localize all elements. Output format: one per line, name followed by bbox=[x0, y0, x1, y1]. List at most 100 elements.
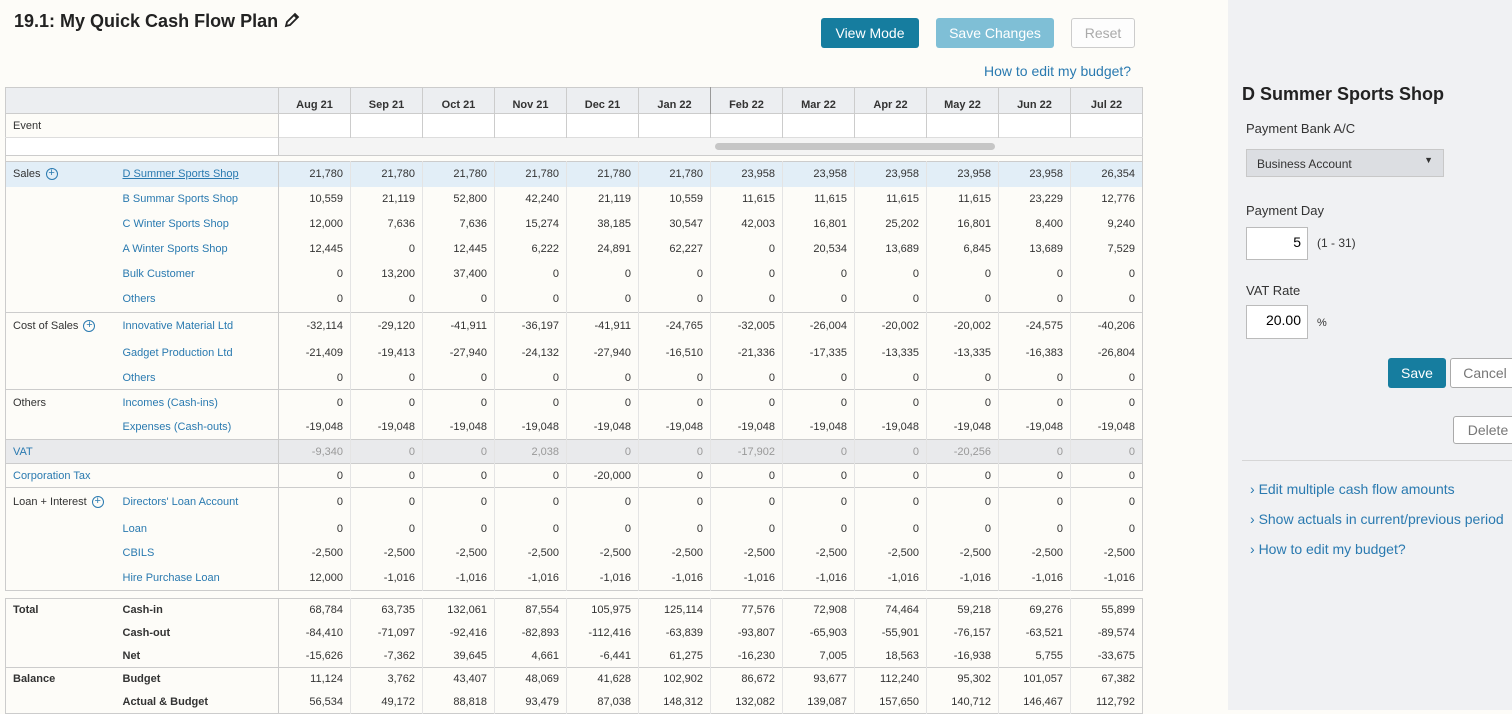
amount-cell[interactable]: 0 bbox=[1070, 463, 1143, 488]
amount-cell[interactable]: -26,004 bbox=[782, 312, 855, 340]
row-name[interactable]: Others bbox=[122, 293, 156, 306]
amount-cell[interactable]: 0 bbox=[854, 487, 927, 517]
amount-cell[interactable]: -40,206 bbox=[1070, 312, 1143, 340]
amount-cell[interactable]: 0 bbox=[350, 389, 423, 416]
amount-cell[interactable]: 0 bbox=[1070, 286, 1143, 313]
amount-cell[interactable]: 20,534 bbox=[782, 236, 855, 262]
amount-cell[interactable]: 2,038 bbox=[494, 439, 567, 464]
panel-link[interactable]: › Edit multiple cash flow amounts bbox=[1250, 481, 1455, 497]
amount-cell[interactable]: 0 bbox=[710, 261, 783, 287]
group-label[interactable]: Corporation Tax bbox=[13, 469, 91, 482]
amount-cell[interactable]: 16,801 bbox=[782, 211, 855, 237]
amount-cell[interactable]: -13,335 bbox=[854, 339, 927, 367]
amount-cell[interactable]: 23,958 bbox=[998, 161, 1071, 187]
amount-cell[interactable]: -1,016 bbox=[422, 565, 495, 591]
row-name[interactable]: Directors' Loan Account bbox=[122, 496, 239, 509]
amount-cell[interactable]: -2,500 bbox=[710, 540, 783, 566]
amount-cell[interactable]: 21,119 bbox=[350, 186, 423, 212]
amount-cell[interactable]: 0 bbox=[710, 236, 783, 262]
amount-cell[interactable]: -19,048 bbox=[998, 415, 1071, 440]
amount-cell[interactable]: 0 bbox=[566, 261, 639, 287]
amount-cell[interactable]: 0 bbox=[854, 516, 927, 541]
amount-cell[interactable]: -19,048 bbox=[854, 415, 927, 440]
amount-cell[interactable]: -19,048 bbox=[494, 415, 567, 440]
amount-cell[interactable]: 12,445 bbox=[278, 236, 351, 262]
amount-cell[interactable]: 6,845 bbox=[926, 236, 999, 262]
view-mode-button[interactable]: View Mode bbox=[821, 18, 919, 48]
amount-cell[interactable]: -29,120 bbox=[350, 312, 423, 340]
row-name[interactable]: Others bbox=[122, 371, 156, 384]
amount-cell[interactable]: 0 bbox=[638, 261, 711, 287]
amount-cell[interactable]: 12,776 bbox=[1070, 186, 1143, 212]
amount-cell[interactable]: 10,559 bbox=[638, 186, 711, 212]
amount-cell[interactable]: 0 bbox=[710, 389, 783, 416]
amount-cell[interactable]: 0 bbox=[350, 487, 423, 517]
amount-cell[interactable]: -1,016 bbox=[998, 565, 1071, 591]
amount-cell[interactable]: 11,615 bbox=[710, 186, 783, 212]
amount-cell[interactable]: 21,780 bbox=[350, 161, 423, 187]
amount-cell[interactable]: 11,615 bbox=[926, 186, 999, 212]
amount-cell[interactable]: 0 bbox=[638, 463, 711, 488]
amount-cell[interactable]: 0 bbox=[638, 389, 711, 416]
delete-button[interactable]: Delete bbox=[1453, 416, 1512, 444]
reset-button[interactable]: Reset bbox=[1071, 18, 1135, 48]
add-icon[interactable]: + bbox=[83, 320, 96, 333]
amount-cell[interactable]: 0 bbox=[422, 286, 495, 313]
amount-cell[interactable]: 0 bbox=[782, 516, 855, 541]
amount-cell[interactable]: 0 bbox=[998, 389, 1071, 416]
amount-cell[interactable]: 0 bbox=[350, 286, 423, 313]
amount-cell[interactable]: 0 bbox=[782, 389, 855, 416]
amount-cell[interactable]: 0 bbox=[854, 439, 927, 464]
amount-cell[interactable]: -41,911 bbox=[422, 312, 495, 340]
amount-cell[interactable]: 0 bbox=[350, 516, 423, 541]
amount-cell[interactable]: -24,132 bbox=[494, 339, 567, 367]
row-name[interactable]: Incomes (Cash-ins) bbox=[122, 396, 218, 409]
amount-cell[interactable]: 0 bbox=[710, 286, 783, 313]
link-text[interactable]: Show actuals in current/previous period bbox=[1258, 511, 1504, 527]
amount-cell[interactable]: -1,016 bbox=[710, 565, 783, 591]
amount-cell[interactable]: -19,048 bbox=[422, 415, 495, 440]
amount-cell[interactable]: 16,801 bbox=[926, 211, 999, 237]
amount-cell[interactable]: 0 bbox=[998, 261, 1071, 287]
amount-cell[interactable]: 0 bbox=[566, 516, 639, 541]
link-text[interactable]: How to edit my budget? bbox=[1258, 541, 1406, 557]
amount-cell[interactable]: 0 bbox=[638, 516, 711, 541]
amount-cell[interactable]: -19,048 bbox=[638, 415, 711, 440]
amount-cell[interactable]: 0 bbox=[782, 286, 855, 313]
amount-cell[interactable]: 0 bbox=[278, 487, 351, 517]
amount-cell[interactable]: -26,804 bbox=[1070, 339, 1143, 367]
amount-cell[interactable]: 23,958 bbox=[710, 161, 783, 187]
amount-cell[interactable]: 0 bbox=[566, 389, 639, 416]
amount-cell[interactable]: 21,780 bbox=[422, 161, 495, 187]
amount-cell[interactable]: -19,048 bbox=[926, 415, 999, 440]
amount-cell[interactable]: -16,510 bbox=[638, 339, 711, 367]
amount-cell[interactable]: -19,048 bbox=[566, 415, 639, 440]
amount-cell[interactable]: 37,400 bbox=[422, 261, 495, 287]
amount-cell[interactable]: -19,048 bbox=[710, 415, 783, 440]
amount-cell[interactable]: 0 bbox=[494, 463, 567, 488]
amount-cell[interactable]: 0 bbox=[1070, 487, 1143, 517]
amount-cell[interactable]: -1,016 bbox=[926, 565, 999, 591]
amount-cell[interactable]: 0 bbox=[998, 439, 1071, 464]
amount-cell[interactable]: 0 bbox=[710, 516, 783, 541]
amount-cell[interactable]: 0 bbox=[638, 366, 711, 390]
amount-cell[interactable]: 0 bbox=[566, 487, 639, 517]
row-name[interactable]: Expenses (Cash-outs) bbox=[122, 421, 232, 434]
amount-cell[interactable]: 0 bbox=[782, 439, 855, 464]
amount-cell[interactable]: 0 bbox=[350, 366, 423, 390]
add-icon[interactable]: + bbox=[91, 496, 104, 509]
amount-cell[interactable]: 0 bbox=[350, 236, 423, 262]
amount-cell[interactable]: 0 bbox=[998, 487, 1071, 517]
amount-cell[interactable]: 21,780 bbox=[494, 161, 567, 187]
amount-cell[interactable]: 0 bbox=[278, 366, 351, 390]
save-button[interactable]: Save bbox=[1388, 358, 1446, 388]
save-changes-button[interactable]: Save Changes bbox=[936, 18, 1054, 48]
amount-cell[interactable]: 8,400 bbox=[998, 211, 1071, 237]
amount-cell[interactable]: -20,002 bbox=[926, 312, 999, 340]
amount-cell[interactable]: 6,222 bbox=[494, 236, 567, 262]
amount-cell[interactable]: 0 bbox=[494, 286, 567, 313]
amount-cell[interactable]: -1,016 bbox=[350, 565, 423, 591]
amount-cell[interactable]: -9,340 bbox=[278, 439, 351, 464]
amount-cell[interactable]: 42,240 bbox=[494, 186, 567, 212]
amount-cell[interactable]: -13,335 bbox=[926, 339, 999, 367]
